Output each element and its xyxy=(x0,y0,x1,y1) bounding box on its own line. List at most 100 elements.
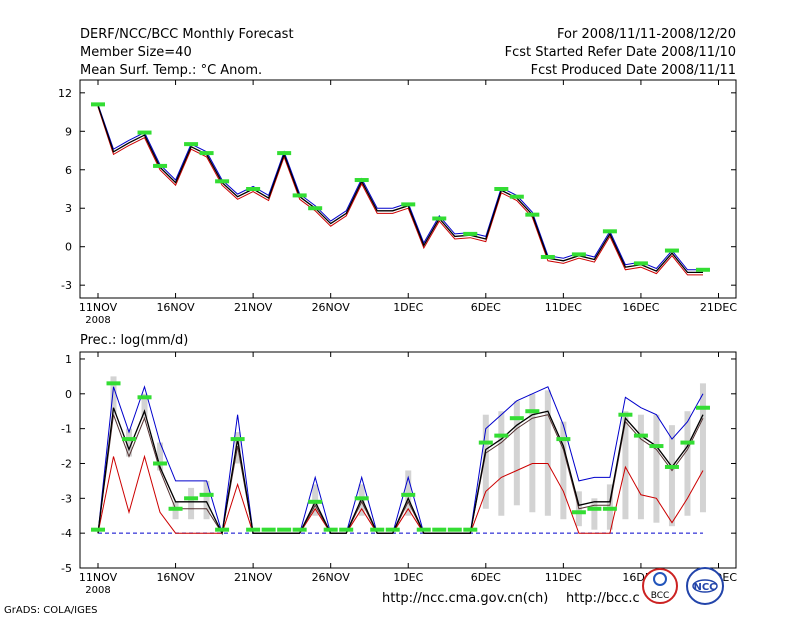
x-tick-label: 26NOV xyxy=(312,571,351,584)
marker xyxy=(509,194,524,199)
spread-bar xyxy=(699,383,706,513)
spread-bar xyxy=(126,428,133,457)
marker xyxy=(649,444,664,449)
x-tick-label: 11DEC xyxy=(545,571,582,584)
variable-label: Mean Surf. Temp.: °C Anom. xyxy=(80,63,263,78)
marker xyxy=(401,492,416,497)
series-line-upper xyxy=(97,104,703,271)
marker xyxy=(323,527,338,532)
marker xyxy=(664,248,679,253)
marker xyxy=(509,416,524,421)
marker xyxy=(153,461,168,466)
marker xyxy=(122,437,137,442)
spread-bar xyxy=(544,390,551,516)
y-tick-label: -4 xyxy=(61,527,72,540)
y-tick-label: 9 xyxy=(65,125,72,138)
marker xyxy=(540,254,555,259)
y-tick-label: 1 xyxy=(65,353,72,366)
marker xyxy=(618,412,633,417)
marker xyxy=(215,527,230,532)
marker xyxy=(525,409,540,414)
spread-bar xyxy=(653,414,660,523)
ncc-logo: NCC xyxy=(686,567,724,605)
marker xyxy=(463,231,478,236)
marker xyxy=(680,440,695,445)
y-tick-label: 6 xyxy=(65,164,72,177)
marker xyxy=(447,527,462,532)
x-tick-label: 26NOV xyxy=(312,301,351,314)
marker xyxy=(308,206,323,211)
marker xyxy=(633,261,648,266)
spread-bar xyxy=(668,425,675,527)
marker xyxy=(308,499,323,504)
marker xyxy=(401,202,416,207)
x-tick-label: 16NOV xyxy=(156,571,195,584)
marker xyxy=(153,163,168,168)
marker xyxy=(463,527,478,532)
logos: BCC NCC xyxy=(642,567,724,605)
spread-bar xyxy=(637,414,644,520)
series-line-lower xyxy=(97,106,703,276)
y-tick-label: -2 xyxy=(61,457,72,470)
spread-bar xyxy=(498,411,505,516)
marker xyxy=(571,510,586,515)
marker xyxy=(494,187,509,191)
ncc-logo-text: NCC xyxy=(693,582,716,593)
marker xyxy=(137,395,152,400)
marker xyxy=(354,178,369,183)
x-tick-label: 1DEC xyxy=(393,571,423,584)
marker xyxy=(370,527,385,532)
marker xyxy=(230,437,245,442)
y-tick-label: -3 xyxy=(61,279,72,292)
marker xyxy=(602,506,617,511)
marker xyxy=(137,130,152,135)
x-year-label: 2008 xyxy=(85,585,110,596)
series-line-upper xyxy=(97,385,704,534)
url-bcc[interactable]: http://bcc.c xyxy=(566,591,640,606)
series-line-mean xyxy=(97,105,703,274)
marker xyxy=(633,433,648,438)
spread-bar xyxy=(529,393,536,513)
grads-credit: GrADS: COLA/IGES xyxy=(4,605,98,616)
marker xyxy=(494,433,509,438)
spread-bar xyxy=(110,376,117,415)
marker xyxy=(587,506,602,511)
x-tick-label: 21DEC xyxy=(700,301,737,314)
spread-bar xyxy=(141,393,148,419)
marker xyxy=(695,267,710,272)
marker xyxy=(91,527,105,532)
spread-bar xyxy=(591,498,598,530)
series-line-lower xyxy=(97,454,704,534)
x-tick-label: 16DEC xyxy=(622,301,659,314)
precip-title: Prec.: log(mm/d) xyxy=(80,333,189,348)
marker xyxy=(215,179,230,184)
x-tick-label: 6DEC xyxy=(471,571,501,584)
marker xyxy=(91,102,105,107)
marker xyxy=(277,151,292,156)
url-chinese[interactable]: http://ncc.cma.gov.cn(ch) xyxy=(382,591,549,606)
marker xyxy=(277,527,292,532)
marker xyxy=(571,252,586,257)
y-tick-label: -1 xyxy=(61,423,72,436)
x-tick-label: 11NOV xyxy=(79,301,118,314)
temperature-chart: 12 9 6 3 0 -3 11NOV 16NOV 21NOV 26NOV 1DEC 6DEC 11DE… xyxy=(58,79,737,326)
marker xyxy=(525,212,540,217)
chart-title: DERF/NCC/BCC Monthly Forecast xyxy=(80,27,294,42)
x-tick-label: 21NOV xyxy=(234,301,273,314)
spread-bar xyxy=(622,411,629,520)
y-tick-label: 3 xyxy=(65,202,72,215)
marker xyxy=(292,193,307,198)
spread-bar xyxy=(513,400,520,506)
x-tick-label: 11DEC xyxy=(545,301,582,314)
x-tick-label: 16NOV xyxy=(156,301,195,314)
x-tick-label: 11NOV xyxy=(79,571,118,584)
marker xyxy=(602,229,617,234)
marker xyxy=(246,187,261,191)
bcc-logo-text: BCC xyxy=(651,591,670,601)
marker xyxy=(292,527,307,532)
marker xyxy=(354,496,369,501)
produced-date-label: Fcst Produced Date 2008/11/11 xyxy=(530,63,736,78)
series-line-mean2 xyxy=(97,414,704,535)
y-tick-label: -3 xyxy=(61,492,72,505)
